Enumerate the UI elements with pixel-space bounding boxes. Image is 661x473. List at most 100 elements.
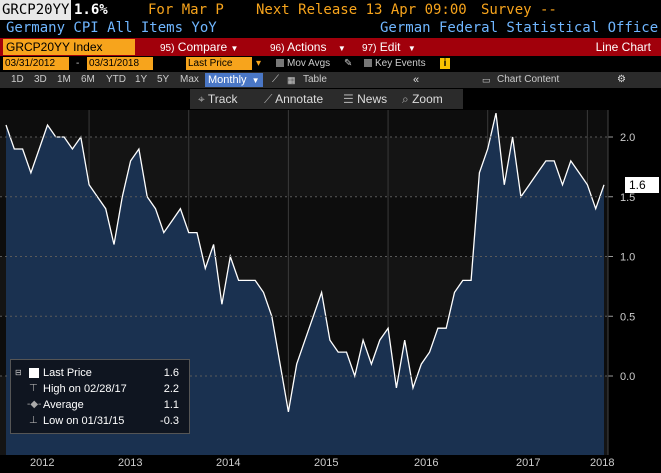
collapse-icon[interactable]: ⊟ (15, 368, 22, 377)
data-point (237, 279, 239, 281)
chevron-down-icon: ▼ (337, 44, 346, 53)
data-point (163, 231, 165, 233)
key-events-label: Key Events (375, 58, 426, 69)
data-point (370, 363, 372, 365)
period-max[interactable]: Max (180, 74, 199, 85)
frequency-select[interactable]: Monthly ▼ (205, 73, 263, 87)
gear-icon[interactable]: ⚙ (617, 74, 626, 85)
data-point (586, 184, 588, 186)
data-point (387, 327, 389, 329)
legend-average-label: Average (43, 399, 84, 411)
collapse-icon[interactable]: « (413, 74, 420, 86)
data-point (337, 351, 339, 353)
period-6m[interactable]: 6M (81, 74, 95, 85)
data-point (129, 160, 131, 162)
data-point (312, 315, 314, 317)
series-swatch-icon (29, 368, 39, 378)
zoom-label: Zoom (412, 92, 443, 106)
view-type-label[interactable]: Line Chart (595, 40, 651, 54)
info-icon[interactable]: i (440, 58, 450, 69)
data-point (171, 219, 173, 221)
data-point (478, 172, 480, 174)
checkbox-icon (276, 59, 284, 68)
data-point (304, 339, 306, 341)
data-point (379, 339, 381, 341)
data-point (279, 363, 281, 365)
security-name: Germany CPI All Items YoY (6, 20, 217, 36)
x-tick-label: 2015 (314, 457, 339, 469)
news-button[interactable]: ☰ News (343, 89, 387, 109)
period-5y[interactable]: 5Y (157, 74, 170, 85)
data-point (470, 279, 472, 281)
chart-content-button[interactable]: Chart Content (497, 74, 560, 85)
y-tick-label: 2.0 (620, 132, 635, 144)
legend-last-value: 1.6 (163, 367, 179, 379)
checkbox-icon (364, 59, 372, 68)
last-value: 1.6% (74, 2, 108, 18)
security-input[interactable]: GRCP20YY Index (3, 39, 135, 55)
table-icon: ▦ (287, 75, 296, 85)
function-toolbar: GRCP20YY Index 95) Compare ▼ 96) Actions… (0, 38, 661, 56)
compare-button[interactable]: 95) Compare ▼ (160, 38, 238, 56)
data-point (511, 136, 513, 138)
data-point (221, 303, 223, 305)
zoom-button[interactable]: ⌕ Zoom (402, 89, 443, 109)
data-point (329, 339, 331, 341)
data-point (487, 148, 489, 150)
data-source: German Federal Statistical Office (380, 20, 659, 36)
actions-number: 96) (270, 43, 285, 54)
legend-low: ⊥ Low on 01/31/15 -0.3 (11, 413, 189, 429)
period-1m[interactable]: 1M (57, 74, 71, 85)
data-point (88, 184, 90, 186)
data-point (46, 124, 48, 126)
pencil-icon[interactable]: ✎ (344, 58, 353, 69)
y-tick-label: 0.5 (620, 311, 635, 323)
edit-number: 97) (362, 43, 377, 54)
field-select[interactable]: Last Price (186, 57, 252, 70)
chart-content-icon: ▭ (482, 75, 491, 85)
y-tick-label: 1.5 (620, 192, 635, 204)
edit-button[interactable]: 97) Edit ▼ (362, 38, 416, 56)
period-3d[interactable]: 3D (34, 74, 47, 85)
field-select-label: Last Price (188, 58, 233, 69)
data-point (395, 387, 397, 389)
crosshair-icon: ⌖ (198, 92, 205, 106)
data-point (229, 255, 231, 257)
data-point (146, 196, 148, 198)
end-date-input[interactable]: 03/31/2018 (87, 57, 153, 70)
data-point (495, 112, 497, 114)
annotate-button[interactable]: ⟋ Annotate (264, 89, 323, 109)
ticker-label[interactable]: GRCP20YY (0, 0, 72, 20)
chart-legend[interactable]: ⊟ Last Price 1.6 ⊤ High on 02/28/17 2.2 … (10, 359, 190, 434)
data-point (594, 208, 596, 210)
data-point (80, 136, 82, 138)
data-point (561, 184, 563, 186)
period-ytd[interactable]: YTD (106, 74, 126, 85)
field-dropdown-icon[interactable]: ▾ (256, 58, 262, 69)
table-button[interactable]: Table (303, 74, 327, 85)
series-line (5, 112, 605, 413)
track-button[interactable]: ⌖ Track (198, 89, 237, 109)
release-period: For Mar P (148, 2, 224, 18)
actions-button[interactable]: 96) Actions ▼ (270, 38, 346, 56)
date-range-row: 03/31/2012 - 03/31/2018 Last Price ▾ Mov… (0, 56, 661, 71)
key-events-toggle[interactable]: Key Events (364, 56, 426, 71)
mov-avgs-toggle[interactable]: Mov Avgs (276, 56, 330, 71)
data-point (204, 267, 206, 269)
period-1y[interactable]: 1Y (135, 74, 148, 85)
next-release: Next Release 13 Apr 09:00 (256, 2, 467, 18)
data-point (528, 184, 530, 186)
background-band (0, 110, 608, 137)
period-1d[interactable]: 1D (11, 74, 24, 85)
data-point (138, 148, 140, 150)
edit-label: Edit (379, 40, 401, 54)
legend-low-label: Low on 01/31/15 (43, 415, 125, 427)
legend-high: ⊤ High on 02/28/17 2.2 (11, 381, 189, 397)
data-point (246, 279, 248, 281)
line-chart-icon[interactable]: ⟋ (272, 74, 279, 85)
y-tick-label: 0.0 (620, 371, 635, 383)
start-date-input[interactable]: 03/31/2012 (3, 57, 69, 70)
high-marker-icon: ⊤ (29, 383, 38, 394)
security-description: Germany CPI All Items YoY German Federal… (0, 20, 661, 37)
track-label: Track (207, 92, 238, 106)
